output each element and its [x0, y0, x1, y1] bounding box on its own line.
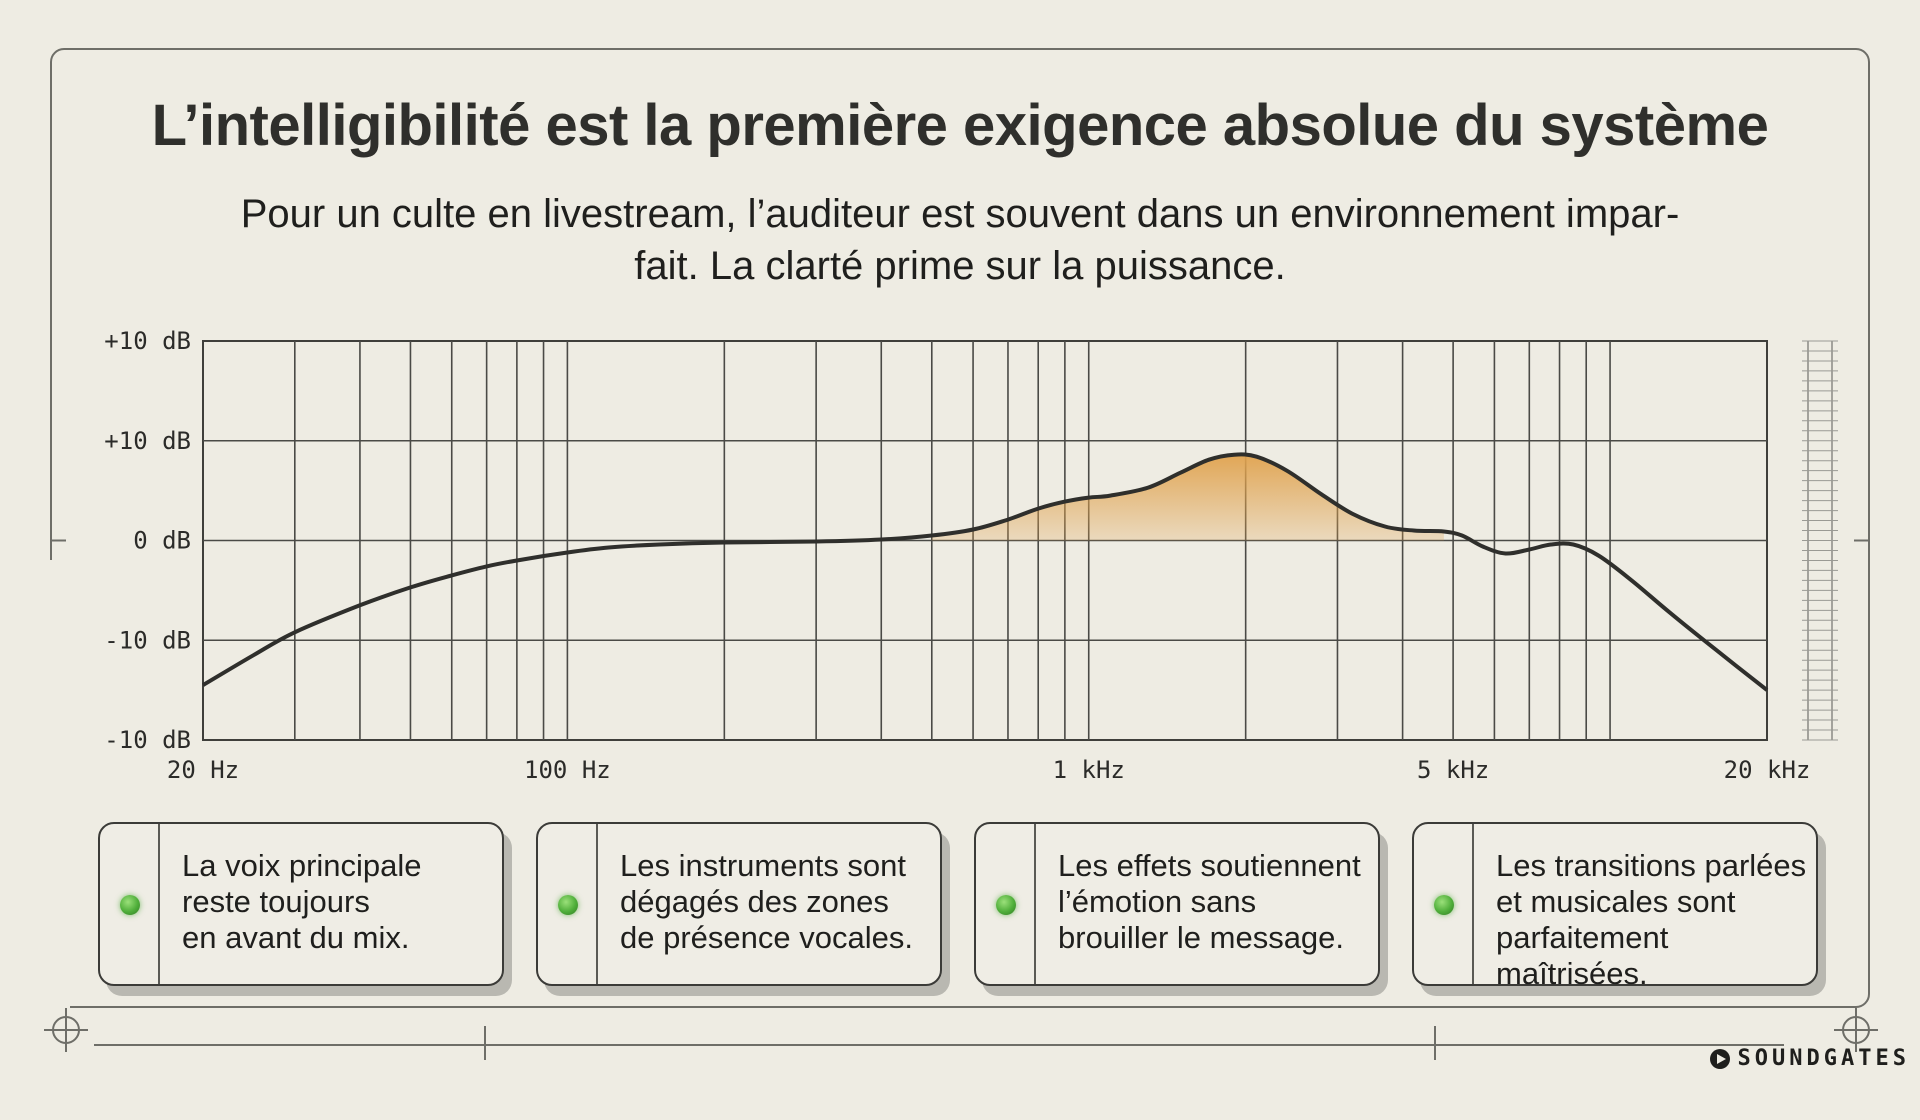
status-led-icon: [558, 895, 578, 915]
card-text: Les instruments sont dégagés des zones d…: [620, 848, 913, 955]
y-tick-label: -10 dB: [104, 726, 191, 754]
brand-name: SOUNDGATES: [1737, 1046, 1910, 1071]
bottom-tick: [1434, 1026, 1436, 1060]
x-tick-label: 20 Hz: [167, 756, 239, 784]
card-text: Les effets soutiennent l’émotion sans br…: [1058, 848, 1361, 955]
crosshair-icon: [44, 1008, 88, 1052]
page-subtitle: Pour un culte en livestream, l’auditeur …: [240, 192, 1680, 288]
card-divider: [158, 824, 160, 984]
bottom-tick: [484, 1026, 486, 1060]
feature-card: Les instruments sont dégagés des zones d…: [536, 822, 942, 986]
feature-card: Les transitions parlées et musicales son…: [1412, 822, 1818, 991]
outer-frame: [50, 48, 1870, 1008]
brand-logo: SOUNDGATES: [1709, 1046, 1910, 1071]
y-tick-label: +10 dB: [104, 327, 191, 355]
y-tick-label: +10 dB: [104, 427, 191, 455]
status-led-icon: [1434, 895, 1454, 915]
crosshair-icon: [1834, 1008, 1878, 1052]
response-curve: [201, 452, 1769, 692]
card-text: La voix principale reste toujours en ava…: [182, 848, 422, 955]
x-tick-label: 5 kHz: [1417, 756, 1489, 784]
x-tick-label: 100 Hz: [524, 756, 611, 784]
x-tick-label: 1 kHz: [1053, 756, 1125, 784]
card-divider: [596, 824, 598, 984]
status-led-icon: [120, 895, 140, 915]
card-divider: [1034, 824, 1036, 984]
play-logo-icon: [1709, 1048, 1730, 1069]
y-tick-label: 0 dB: [133, 527, 191, 555]
card-divider: [1472, 824, 1474, 984]
x-tick-label: 20 kHz: [1724, 756, 1811, 784]
bottom-rule: [94, 1044, 1784, 1046]
feature-card: Les effets soutiennent l’émotion sans br…: [974, 822, 1380, 986]
page-title: L’intelligibilité est la première exigen…: [151, 93, 1769, 158]
feature-card: La voix principale reste toujours en ava…: [98, 822, 504, 986]
y-tick-label: -10 dB: [104, 626, 191, 654]
frequency-response-chart: +10 dB +10 dB 0 dB -10 dB -10 dB 20 Hz 100 Hz…: [50, 327, 1870, 784]
card-text: Les transitions parlées et musicales son…: [1496, 848, 1807, 991]
status-led-icon: [996, 895, 1016, 915]
card-row: La voix principale reste toujours en ava…: [98, 822, 1828, 991]
presence-highlight-area: [931, 454, 1444, 541]
